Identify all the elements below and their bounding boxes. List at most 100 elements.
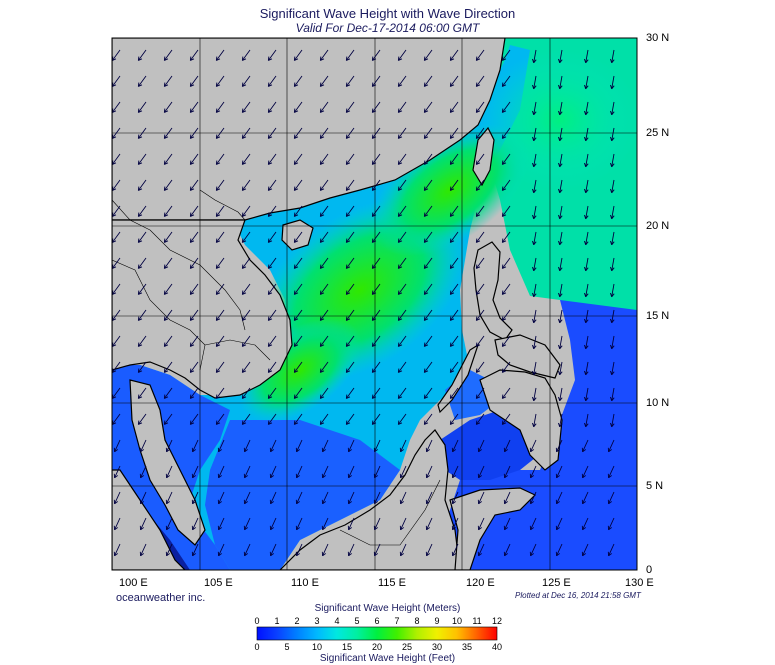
wave-arrow: [585, 101, 589, 115]
wave-arrow-head: [397, 238, 400, 243]
wave-arrow: [426, 465, 433, 479]
wave-arrow-head: [345, 394, 348, 399]
wave-arrow: [296, 491, 303, 505]
wave-arrow: [241, 361, 251, 373]
wave-arrow: [244, 465, 251, 479]
wave-arrow-head: [189, 186, 192, 191]
wave-arrow-head: [163, 316, 166, 321]
wave-arrow-head: [583, 292, 587, 297]
wave-arrow-head: [192, 449, 197, 453]
wave-arrow-head: [164, 214, 169, 217]
wave-arrow-head: [319, 368, 322, 373]
wave-arrow-head: [398, 318, 403, 321]
wave-arrow-head: [609, 266, 613, 271]
wave-arrow-head: [585, 241, 589, 246]
wave-arrow: [293, 153, 303, 165]
wave-arrow-head: [475, 238, 478, 243]
wave-arrow: [585, 127, 589, 141]
wave-arrow-head: [215, 290, 218, 295]
wave-arrow-head: [164, 110, 169, 113]
wave-arrow-head: [294, 136, 299, 139]
wave-arrow-head: [423, 56, 426, 61]
wave-arrow: [371, 257, 381, 269]
wave-arrow-head: [268, 266, 273, 269]
wave-arrow-head: [294, 344, 299, 347]
wave-arrow-head: [138, 240, 143, 243]
wave-arrow-head: [114, 449, 119, 453]
wave-arrow-head: [164, 396, 169, 399]
wave-arrow: [163, 387, 173, 399]
wave-arrow-head: [533, 189, 537, 194]
wave-arrow-head: [531, 422, 535, 427]
wave-arrow-head: [138, 188, 143, 191]
wave-arrow-head: [242, 188, 247, 191]
wave-arrow-head: [582, 553, 587, 557]
wave-arrow: [215, 101, 225, 113]
wave-arrow-head: [426, 501, 431, 505]
wave-arrow: [504, 517, 511, 531]
wave-arrow-head: [609, 422, 613, 427]
wave-arrow: [611, 231, 615, 245]
wave-arrow: [112, 75, 121, 87]
wave-arrow-head: [164, 58, 169, 61]
wave-arrow: [504, 465, 511, 479]
wave-arrow: [371, 205, 381, 217]
wave-arrow-head: [611, 423, 615, 428]
landmass-sulawesi: [449, 487, 537, 570]
wave-arrow: [608, 543, 615, 557]
wave-arrow-head: [372, 110, 377, 113]
wave-arrow: [192, 543, 199, 557]
brand-label: oceanweather inc.: [116, 592, 206, 604]
wave-arrow: [319, 257, 329, 269]
wave-arrow-head: [424, 188, 429, 191]
wave-arrow-head: [608, 527, 613, 531]
wave-arrow: [585, 205, 589, 219]
wave-arrow: [140, 491, 147, 505]
wave-arrow-head: [556, 501, 561, 505]
wave-arrow-head: [502, 188, 507, 191]
wave-arrow-head: [478, 501, 483, 505]
wave-arrow-head: [583, 318, 587, 323]
wave-arrow-head: [372, 162, 377, 165]
wave-arrow-head: [345, 368, 348, 373]
wave-arrow-head: [244, 527, 249, 531]
wave-arrow-head: [582, 449, 587, 453]
wave-arrow-head: [345, 56, 348, 61]
wave-arrow: [348, 439, 355, 453]
wave-arrow: [397, 283, 407, 295]
wave-arrow: [112, 101, 121, 113]
wave-arrow-head: [114, 501, 119, 505]
wave-arrow-head: [501, 186, 504, 191]
wave-arrow-head: [478, 449, 483, 453]
wave-arrow: [371, 361, 381, 373]
wave-arrow-head: [294, 240, 299, 243]
wave-arrow: [137, 231, 147, 243]
wave-arrow-head: [216, 266, 221, 269]
wave-arrow-head: [346, 58, 351, 61]
wave-arrow-head: [400, 475, 405, 479]
wave-arrow-head: [450, 318, 455, 321]
wave-arrow-head: [215, 420, 218, 425]
wave-arrow-head: [530, 449, 535, 453]
wave-arrow: [163, 413, 173, 425]
wave-arrow-head: [372, 370, 377, 373]
wave-arrow: [348, 491, 355, 505]
wave-arrow-head: [216, 318, 221, 321]
wave-arrow-head: [189, 290, 192, 295]
meter-tick-label: 5: [354, 616, 360, 626]
wave-arrow: [241, 153, 251, 165]
wave-arrow-head: [371, 394, 374, 399]
wave-arrow-head: [398, 136, 403, 139]
wave-arrow-head: [137, 342, 140, 347]
wave-arrow-head: [242, 110, 247, 113]
wave-arrow-head: [424, 240, 429, 243]
wave-arrow: [533, 49, 537, 63]
wave-arrow-head: [423, 160, 426, 165]
wave-arrow: [218, 517, 225, 531]
wave-arrow: [241, 387, 251, 399]
wave-arrow-head: [163, 134, 166, 139]
wave-arrow: [475, 101, 485, 113]
wave-arrow-head: [611, 345, 615, 350]
wave-arrow-head: [241, 420, 244, 425]
wave-arrow: [501, 101, 511, 113]
